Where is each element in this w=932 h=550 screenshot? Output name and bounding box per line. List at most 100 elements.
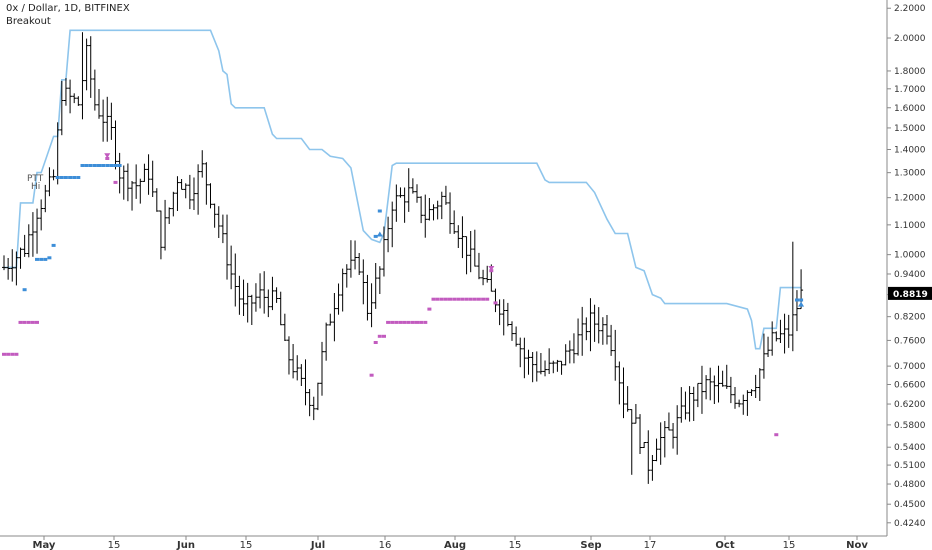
ohlc-bar: [295, 355, 300, 381]
buy-marker: [68, 176, 73, 179]
ohlc-bar: [749, 389, 754, 396]
ohlc-bar: [571, 333, 576, 364]
ohlc-bar: [534, 351, 539, 382]
note-ptt: PTT: [27, 174, 44, 184]
ohlc-bar: [526, 349, 531, 375]
y-tick-label: 0.5800: [894, 421, 926, 431]
sell-marker: [2, 352, 6, 356]
ohlc-bar: [419, 196, 424, 224]
ohlc-bar: [642, 442, 647, 448]
y-tick-label: 0.7000: [894, 362, 926, 372]
ohlc-bar: [761, 333, 766, 379]
ohlc-bar: [733, 387, 737, 409]
ohlc-bar: [712, 375, 717, 404]
ohlc-bar: [716, 365, 721, 403]
ohlc-bar: [262, 271, 267, 314]
sell-marker: [431, 297, 436, 301]
buy-marker: [799, 298, 804, 302]
ohlc-bar: [130, 181, 134, 211]
x-tick-label: 16: [379, 540, 392, 550]
ohlc-bar: [192, 177, 196, 210]
ohlc-bar: [245, 282, 250, 323]
sell-marker: [774, 433, 779, 437]
ohlc-bar: [18, 247, 23, 269]
ohlc-bar: [158, 210, 163, 260]
ohlc-bar: [68, 79, 73, 114]
ohlc-bar: [555, 359, 560, 372]
ohlc-bar: [547, 348, 552, 374]
ohlc-bar: [493, 288, 498, 313]
ohlc-bar: [43, 184, 48, 213]
ohlc-bar: [782, 313, 787, 354]
ohlc-bar: [55, 122, 60, 185]
ohlc-bar: [258, 273, 263, 309]
ohlc-bar: [340, 268, 345, 312]
ohlc-bar: [468, 231, 473, 273]
sell-marker: [113, 180, 118, 184]
x-tick-label: Oct: [715, 540, 734, 550]
ohlc-bar: [183, 183, 188, 199]
ohlc-bar: [592, 304, 597, 342]
ohlc-bar: [291, 344, 296, 379]
buy-marker: [373, 234, 378, 238]
ohlc-bar: [671, 423, 676, 449]
ohlc-bar: [266, 289, 271, 318]
ohlc-bar: [72, 93, 77, 104]
y-tick-label: 0.4500: [894, 500, 926, 510]
buy-marker: [101, 164, 106, 167]
ohlc-bar: [580, 306, 585, 356]
ohlc-bar: [348, 240, 353, 278]
ohlc-bar: [328, 313, 333, 326]
ohlc-bar: [26, 224, 31, 258]
ohlc-bar: [382, 226, 386, 277]
sell-marker: [493, 301, 498, 305]
ohlc-bar: [448, 192, 452, 234]
ohlc-bar: [287, 336, 291, 375]
ohlc-bar: [47, 167, 52, 197]
sell-marker: [394, 320, 399, 324]
y-tick-label: 0.5400: [894, 443, 926, 453]
ohlc-bar: [600, 317, 605, 345]
buy-marker: [63, 176, 68, 179]
ohlc-bar: [220, 214, 225, 244]
ohlc-bar: [497, 299, 502, 326]
ohlc-bar: [274, 287, 279, 303]
ohlc-bar: [394, 184, 399, 222]
sell-marker: [435, 297, 440, 301]
ohlc-bar: [353, 240, 358, 270]
ohlc-bar: [460, 216, 465, 259]
buy-marker: [35, 257, 39, 261]
ohlc-bar: [196, 164, 201, 215]
ohlc-bar: [398, 187, 403, 198]
buy-marker: [795, 298, 799, 302]
ohlc-bar: [439, 191, 444, 220]
ohlc-bar: [778, 319, 783, 343]
sell-marker: [452, 297, 457, 301]
ohlc-bar: [741, 394, 746, 415]
ohlc-bar: [113, 120, 118, 170]
buy-marker: [43, 257, 48, 261]
ohlc-bar: [724, 364, 729, 389]
buy-markers-layer: [22, 164, 805, 307]
sell-marker: [419, 320, 424, 324]
y-tick-label: 0.6600: [894, 381, 926, 391]
sell-marker: [464, 297, 469, 301]
ohlc-bar: [30, 212, 35, 257]
note-hi: Hi: [31, 182, 40, 192]
buy-marker: [80, 164, 85, 167]
x-tick-label: Aug: [444, 540, 466, 550]
y-tick-label: 0.5100: [894, 461, 926, 471]
ohlc-bar: [584, 317, 589, 341]
ohlc-bar: [336, 283, 341, 315]
sell-marker: [30, 320, 35, 324]
arrow-marker: [376, 231, 383, 237]
ohlc-bar: [80, 32, 85, 120]
y-tick-label: 2.0000: [894, 34, 926, 44]
y-tick-label: 1.7000: [894, 85, 926, 95]
ohlc-bar: [88, 36, 93, 98]
ohlc-bar: [121, 165, 126, 200]
y-tick-label: 1.8000: [894, 67, 926, 77]
price-label-text: 0.8819: [893, 290, 928, 300]
ohlc-bar: [179, 179, 184, 190]
